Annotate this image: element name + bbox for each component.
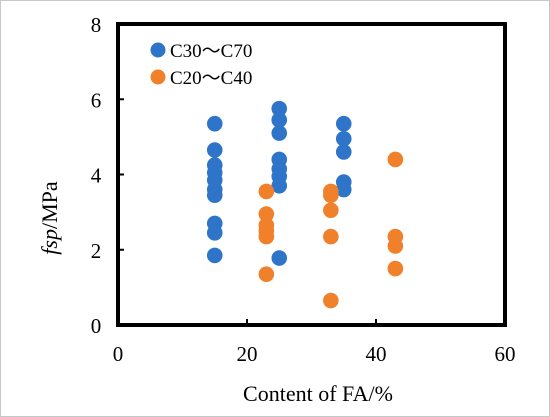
legend: C30～C70 C20～C40 [150, 41, 252, 89]
y-axis-title-unit: /MPa [37, 181, 62, 229]
data-point-series-2 [258, 228, 275, 245]
data-point-series-1 [335, 115, 352, 132]
data-point-series-2 [258, 206, 275, 222]
x-axis-title: Content of FA/% [243, 381, 393, 406]
y-axis-title-italic: fsp [37, 229, 62, 255]
data-point-series-1 [335, 130, 352, 147]
data-point-series-1 [271, 112, 288, 128]
y-tick-label: 6 [91, 88, 102, 112]
data-point-series-1 [335, 181, 352, 198]
data-point-series-1 [206, 115, 223, 132]
data-point-series-1 [206, 187, 223, 203]
data-point-series-2 [323, 228, 339, 245]
x-tick-label: 60 [495, 342, 516, 366]
x-tick-label: 0 [113, 342, 124, 366]
legend-label-series-1: C30～C70 [170, 41, 252, 62]
data-points [206, 100, 404, 309]
y-tick-label: 8 [91, 13, 102, 37]
data-point-series-1 [271, 125, 288, 141]
data-point-series-2 [323, 292, 339, 309]
data-point-series-2 [323, 202, 339, 219]
data-point-series-1 [271, 100, 288, 117]
y-tick-label: 2 [91, 239, 102, 263]
y-tick-label: 4 [91, 164, 102, 188]
data-point-series-2 [258, 266, 275, 283]
x-tick-label: 20 [237, 342, 258, 366]
data-point-series-1 [335, 144, 352, 160]
data-point-series-1 [271, 250, 288, 266]
data-point-series-1 [271, 177, 288, 194]
data-point-series-2 [387, 151, 404, 168]
y-tick-label: 0 [91, 314, 102, 338]
data-point-series-1 [206, 225, 223, 241]
data-point-series-2 [387, 238, 404, 254]
data-point-series-2 [258, 183, 275, 200]
data-point-series-1 [206, 142, 223, 158]
data-point-series-2 [387, 260, 404, 277]
legend-marker-series-2 [150, 69, 166, 85]
tick-labels: 0 20 40 60 0 2 4 6 8 [91, 13, 516, 366]
y-axis-title: fsp/MPa [37, 181, 62, 255]
data-point-series-1 [206, 247, 223, 264]
legend-marker-series-1 [150, 42, 166, 58]
plot-area-border [116, 22, 507, 327]
x-tick-label: 40 [366, 342, 387, 366]
legend-label-series-2: C20～C40 [170, 68, 252, 89]
data-point-series-2 [323, 187, 339, 203]
